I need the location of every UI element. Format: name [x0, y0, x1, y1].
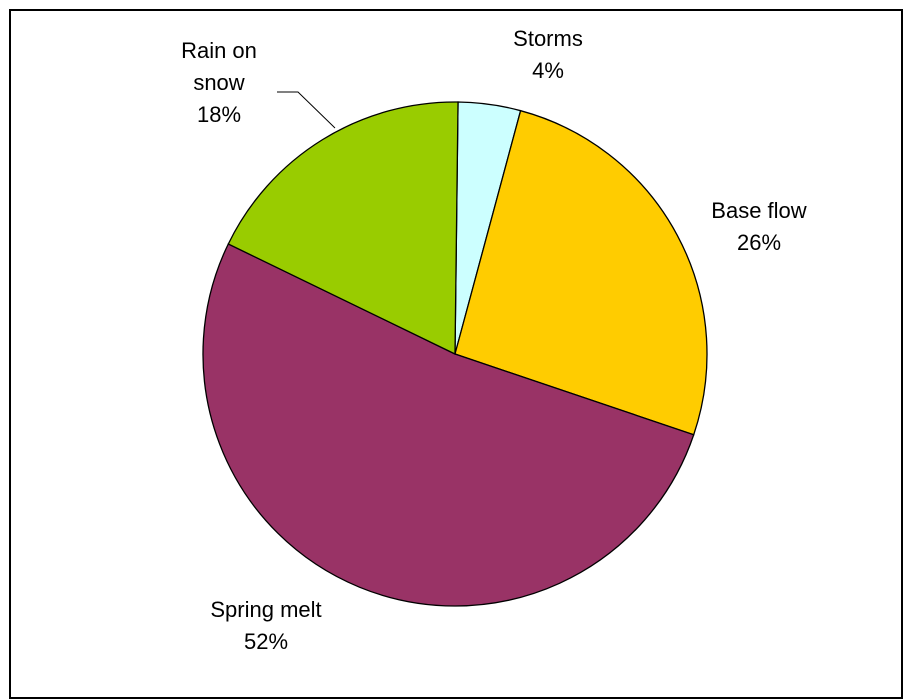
data-label-storms: Storms 4% [513, 26, 583, 83]
data-label-spring-melt: Spring melt 52% [210, 597, 321, 654]
pie-slice-rain-on-snow [227, 101, 459, 356]
pie-chart: Storms 4% Base flow 26% Spring melt 52% Rain o… [181, 26, 807, 654]
data-label-rain-on-snow: Rain on snow 18% [181, 38, 257, 127]
leader-line-rain-on-snow [277, 91, 336, 129]
data-label-base-flow: Base flow 26% [711, 198, 806, 255]
pie-slice-base-flow [454, 109, 708, 436]
pie-slice-spring-melt [202, 243, 695, 607]
